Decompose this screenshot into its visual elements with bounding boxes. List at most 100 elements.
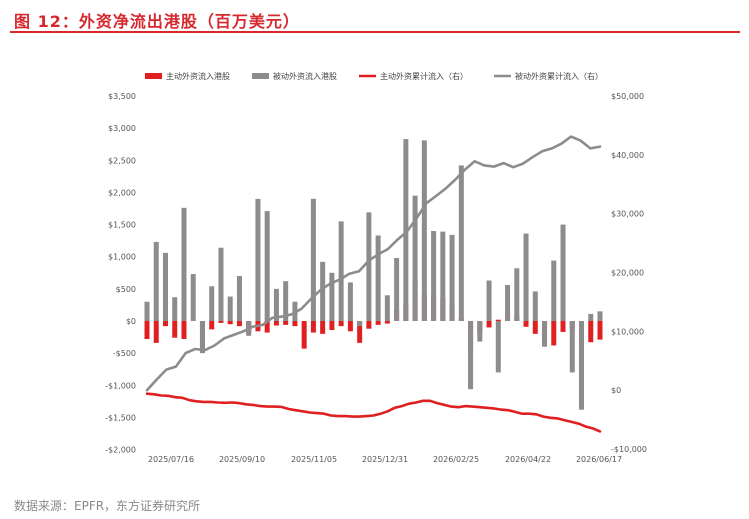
active-bar (597, 321, 603, 340)
left-tick-label: -$1,000 (105, 381, 136, 390)
title-divider (10, 31, 740, 33)
passive-bar (366, 212, 372, 321)
right-tick-label: $40,000 (611, 151, 644, 160)
left-tick-label: $2,000 (108, 188, 136, 197)
active-bar (532, 321, 538, 334)
passive-bar (153, 241, 159, 321)
passive-bar (542, 321, 548, 347)
passive-bar (144, 301, 150, 321)
right-tick-label: $20,000 (611, 269, 644, 278)
x-tick-label: 2026/02/25 (433, 455, 479, 464)
x-tick-label: 2025/07/16 (148, 455, 194, 464)
right-tick-label: $0 (611, 386, 621, 395)
passive-bar (190, 274, 196, 321)
passive-bar (283, 281, 289, 321)
legend-label: 被动外资累计流入（右） (515, 71, 603, 81)
active-bar (283, 321, 289, 325)
passive-bar (449, 234, 455, 321)
active-bar (384, 321, 390, 324)
passive-bar (523, 233, 529, 321)
active-bar (181, 321, 187, 339)
active-bar (162, 321, 168, 327)
active-bar (310, 321, 316, 333)
passive-bar (162, 252, 168, 321)
passive-bar (412, 195, 418, 321)
passive-bar (560, 224, 566, 321)
passive-bar (597, 311, 603, 321)
active-bar (264, 321, 270, 333)
passive-bar (236, 276, 242, 321)
passive-bar (588, 313, 594, 321)
passive-bar (199, 321, 205, 354)
active-bar (172, 321, 178, 338)
cumulative-line (145, 135, 602, 392)
active-bar (560, 321, 566, 332)
passive-bar (551, 260, 557, 321)
active-bar (218, 321, 224, 323)
left-tick-label: $500 (116, 285, 136, 294)
right-axis: $50,000 $40,000 $30,000 $20,000 $10,000 $0 -$1… (611, 92, 647, 454)
active-bar (236, 321, 242, 327)
active-bar (495, 319, 501, 321)
passive-bar (384, 295, 390, 321)
x-tick-label: 2025/09/10 (219, 455, 265, 464)
passive-bar (255, 198, 261, 321)
x-tick-label: 2026/04/22 (505, 455, 551, 464)
active-bar (375, 321, 381, 325)
passive-bar (431, 231, 437, 321)
passive-bars (144, 139, 603, 410)
passive-bar (440, 231, 446, 321)
active-bar (329, 321, 335, 330)
x-tick-label: 2025/11/05 (291, 455, 337, 464)
left-tick-label: -$500 (113, 349, 136, 358)
passive-bar (347, 282, 353, 321)
data-source: 数据来源：EPFR，东方证券研究所 (14, 499, 201, 513)
legend-label: 主动外资流入港股 (166, 71, 230, 81)
left-tick-label: $1,500 (108, 221, 136, 230)
left-tick-label: -$1,500 (105, 413, 136, 422)
right-tick-label: $50,000 (611, 92, 644, 101)
passive-bar (403, 139, 409, 321)
active-bar (292, 321, 298, 327)
x-tick-label: 2026/06/17 (576, 455, 622, 464)
passive-bar (181, 207, 187, 321)
passive-bar (514, 268, 520, 321)
legend-swatch (252, 73, 269, 79)
active-bar (357, 321, 363, 343)
left-tick-label: $0 (126, 317, 136, 326)
left-axis: $3,500 $3,000 $2,500 $2,000 $1,500 $1,000 $500… (105, 92, 136, 455)
chart-legend: 主动外资流入港股 被动外资流入港股 主动外资累计流入（右） 被动外资累计流入（右） (145, 71, 603, 81)
active-bar (366, 321, 372, 329)
active-bar (588, 321, 594, 343)
passive-bar (218, 247, 224, 321)
passive-bar (486, 280, 492, 321)
active-bar (273, 321, 279, 326)
active-bar (153, 321, 159, 343)
cumulative-lines (145, 135, 602, 433)
x-tick-label: 2025/12/31 (362, 455, 408, 464)
active-bar (301, 321, 307, 349)
left-tick-label: $3,500 (108, 92, 136, 101)
active-bar (523, 321, 529, 327)
legend-label: 被动外资流入港股 (273, 71, 337, 81)
passive-bar (458, 165, 464, 321)
passive-bar (209, 286, 215, 321)
right-tick-label: -$10,000 (611, 445, 647, 454)
cumulative-line (145, 392, 602, 433)
left-tick-label: $1,000 (108, 253, 136, 262)
passive-bar (394, 258, 400, 321)
passive-bar (495, 321, 501, 373)
right-tick-label: $10,000 (611, 327, 644, 336)
passive-bar (421, 140, 427, 321)
active-bar (347, 321, 353, 332)
passive-bar (338, 221, 344, 321)
passive-bar (264, 211, 270, 321)
passive-bar (505, 285, 511, 321)
passive-bar (468, 321, 474, 390)
active-bar (486, 321, 492, 328)
active-bar (338, 321, 344, 327)
active-bar (209, 321, 215, 330)
passive-bar (357, 321, 363, 327)
figure-title: 图 12：外资净流出港股（百万美元） (14, 12, 300, 31)
